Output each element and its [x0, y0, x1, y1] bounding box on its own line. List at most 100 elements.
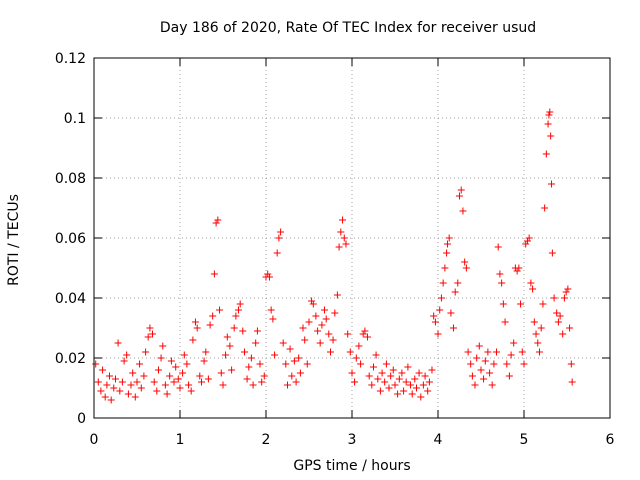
- data-point: [129, 369, 137, 377]
- data-point: [456, 192, 463, 200]
- data-point: [131, 393, 139, 401]
- data-point: [564, 285, 572, 293]
- data-point: [196, 372, 204, 380]
- data-point: [527, 279, 535, 287]
- data-point: [559, 330, 567, 338]
- axis-ticks: [93, 57, 611, 419]
- x-tick-label: 1: [176, 432, 185, 448]
- data-point: [394, 390, 402, 398]
- x-tick-label: 5: [520, 432, 529, 448]
- chart-title: Day 186 of 2020, Rate Of TEC Index for r…: [160, 20, 536, 36]
- data-point: [488, 381, 496, 389]
- data-point: [419, 381, 427, 389]
- data-point: [256, 360, 264, 368]
- data-point: [547, 132, 555, 140]
- data-point: [187, 387, 195, 395]
- data-point: [243, 375, 251, 383]
- data-point: [295, 354, 303, 362]
- data-point: [146, 324, 154, 332]
- data-point: [374, 375, 382, 383]
- data-point: [544, 120, 552, 128]
- data-point: [351, 378, 359, 386]
- data-point: [142, 348, 150, 356]
- data-point: [327, 348, 334, 356]
- data-point: [94, 378, 102, 386]
- data-point: [505, 372, 513, 380]
- data-point: [170, 378, 178, 386]
- data-point: [382, 360, 390, 368]
- data-point: [459, 207, 467, 215]
- data-point: [441, 264, 449, 272]
- data-point: [534, 339, 542, 347]
- data-point: [385, 384, 393, 392]
- data-point: [124, 390, 132, 398]
- data-point: [305, 318, 313, 326]
- data-point: [318, 321, 326, 329]
- data-point: [241, 348, 248, 356]
- data-point: [467, 360, 475, 368]
- data-point: [163, 390, 171, 398]
- data-point: [340, 234, 348, 242]
- data-point: [507, 351, 515, 359]
- data-point: [537, 324, 545, 332]
- data-point: [216, 306, 224, 314]
- data-point: [436, 306, 444, 314]
- data-point: [415, 369, 423, 377]
- data-points: [92, 108, 576, 404]
- data-point: [253, 327, 261, 335]
- data-point: [501, 318, 509, 326]
- data-point: [376, 387, 384, 395]
- data-point: [518, 348, 526, 356]
- data-point: [451, 288, 459, 296]
- data-point: [361, 327, 369, 335]
- data-point: [264, 270, 272, 278]
- x-axis-label: GPS time / hours: [293, 458, 410, 474]
- data-point: [398, 369, 406, 377]
- data-point: [249, 381, 257, 389]
- data-point: [471, 381, 479, 389]
- data-point: [368, 381, 376, 389]
- data-point: [503, 360, 511, 368]
- x-tick-label: 3: [348, 432, 357, 448]
- data-point: [223, 333, 231, 341]
- data-point: [339, 216, 347, 224]
- data-point: [273, 249, 281, 257]
- data-point: [542, 150, 550, 158]
- data-point: [161, 381, 169, 389]
- data-point: [329, 336, 337, 344]
- data-point: [112, 375, 119, 383]
- data-point: [468, 372, 476, 380]
- y-tick-labels: 0 0.02 0.04 0.06 0.08 0.1 0.12: [55, 51, 86, 427]
- data-point: [140, 372, 148, 380]
- data-point: [560, 294, 568, 302]
- y-tick-label: 0.06: [55, 231, 86, 247]
- data-point: [228, 366, 236, 374]
- data-point: [406, 381, 414, 389]
- data-point: [510, 339, 518, 347]
- data-point: [449, 324, 457, 332]
- data-point: [413, 384, 420, 392]
- x-tick-label: 2: [262, 432, 271, 448]
- data-point: [219, 381, 227, 389]
- data-point: [421, 372, 429, 380]
- data-point: [523, 237, 531, 245]
- x-tick-labels: 0 1 2 3 4 5 6: [90, 432, 615, 448]
- y-tick-label: 0: [77, 411, 86, 427]
- data-point: [260, 372, 268, 380]
- data-point: [144, 333, 152, 341]
- data-point: [271, 351, 279, 359]
- data-point: [532, 330, 540, 338]
- data-point: [176, 384, 184, 392]
- data-point: [381, 378, 389, 386]
- grid-lines: [94, 58, 610, 418]
- data-point: [166, 372, 174, 380]
- data-point: [174, 375, 182, 383]
- y-tick-label: 0.12: [55, 51, 86, 67]
- data-point: [486, 369, 494, 377]
- data-point: [275, 234, 283, 242]
- data-point: [167, 357, 175, 365]
- data-point: [316, 339, 324, 347]
- data-point: [247, 354, 255, 362]
- data-point: [333, 291, 341, 299]
